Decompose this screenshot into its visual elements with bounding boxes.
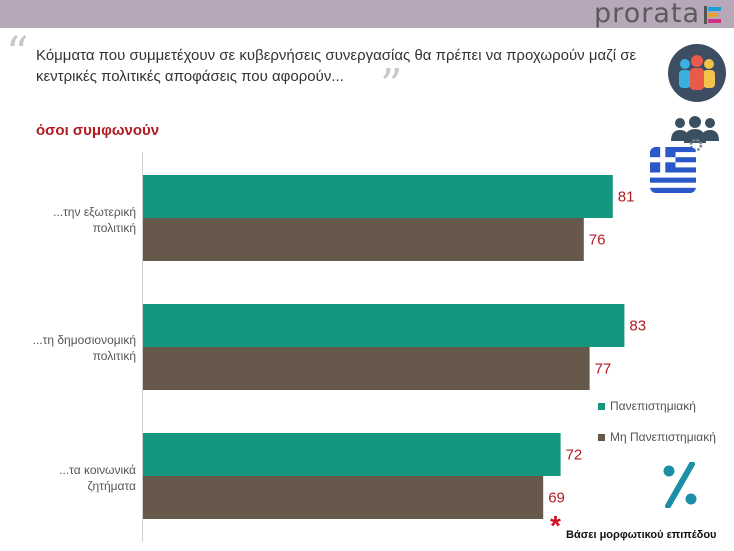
data-label: 83 — [629, 318, 646, 335]
category-axis-line — [142, 152, 143, 542]
users-gear-icon — [671, 116, 719, 151]
bar-university-0 — [143, 175, 613, 218]
greek-flag-icon — [650, 147, 696, 193]
bar-non-university-0 — [143, 218, 584, 261]
data-label: 72 — [566, 447, 583, 464]
chart-subtitle: όσοι συμφωνούν — [36, 122, 160, 139]
data-label: 76 — [589, 232, 606, 249]
data-label: 81 — [618, 189, 635, 206]
category-label-fiscal: ...τη δημοσιονομική πολιτική — [0, 332, 136, 364]
bar-non-university-1 — [143, 347, 590, 390]
top-bar — [0, 0, 734, 28]
category-label-line: πολιτική — [92, 349, 136, 363]
legend-item-non-university: Μη Πανεπιστημιακή — [598, 430, 716, 444]
category-label-line: ...τα κοινωνικά — [59, 463, 136, 477]
category-label-line: ζητήματα — [87, 479, 136, 493]
bar-university-2 — [143, 433, 561, 476]
footnote-asterisk: * — [550, 510, 561, 541]
people-group-icon — [668, 44, 726, 102]
category-label-social: ...τα κοινωνικά ζητήματα — [0, 462, 136, 494]
percent-icon — [663, 462, 697, 508]
prorata-logo: prorata — [594, 0, 700, 29]
category-label-foreign: ...την εξωτερική πολιτική — [0, 204, 136, 236]
logo-mark-icon — [704, 6, 721, 24]
category-label-line: πολιτική — [92, 221, 136, 235]
legend-label: Πανεπιστημιακή — [610, 399, 696, 413]
data-label: 69 — [548, 490, 565, 507]
data-label: 77 — [595, 361, 612, 378]
legend-swatch — [598, 434, 605, 442]
open-quote-mark: “ — [6, 28, 29, 79]
survey-question: Κόμματα που συμμετέχουν σε κυβερνήσεις σ… — [36, 47, 637, 85]
category-label-line: ...την εξωτερική — [53, 205, 136, 219]
close-quote-mark: ” — [380, 60, 403, 111]
legend-swatch — [598, 403, 605, 411]
bar-non-university-2 — [143, 476, 544, 519]
legend-item-university: Πανεπιστημιακή — [598, 399, 696, 413]
bar-university-1 — [143, 304, 625, 347]
footnote-text: Βάσει μορφωτικού επιπέδου — [566, 529, 717, 541]
legend-label: Μη Πανεπιστημιακή — [610, 430, 716, 444]
category-label-line: ...τη δημοσιονομική — [32, 333, 136, 347]
